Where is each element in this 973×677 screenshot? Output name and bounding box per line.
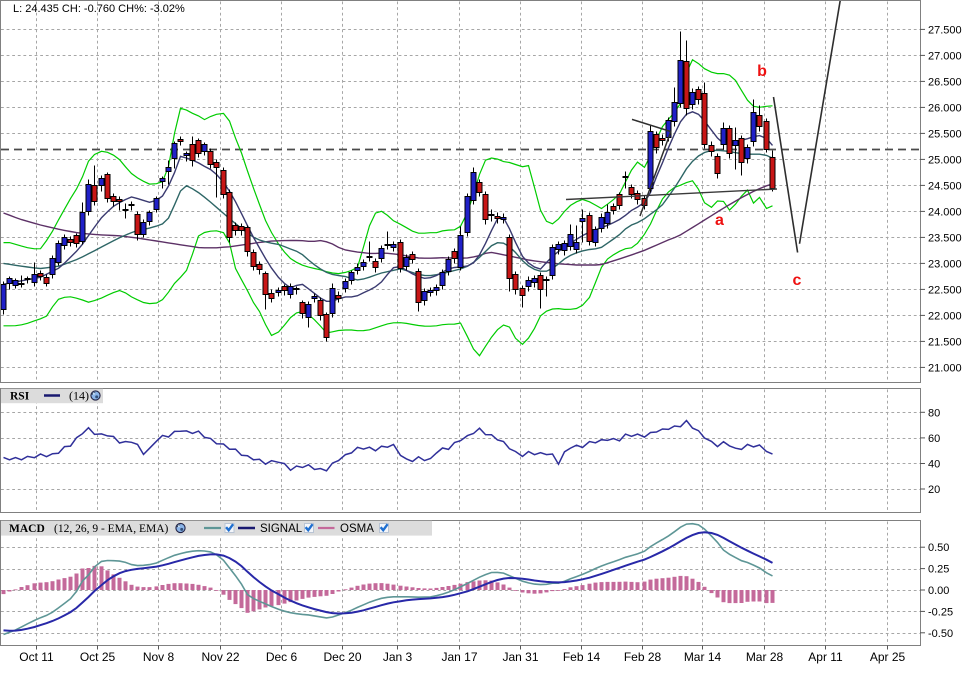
svg-text:Jan 3: Jan 3 xyxy=(383,650,413,664)
svg-text:Dec 6: Dec 6 xyxy=(266,650,298,664)
svg-text:27.000: 27.000 xyxy=(928,50,962,62)
svg-text:20: 20 xyxy=(928,484,940,496)
svg-text:SIGNAL: SIGNAL xyxy=(260,523,303,535)
svg-text:OSMA: OSMA xyxy=(340,523,374,535)
svg-text:24.000: 24.000 xyxy=(928,206,962,218)
svg-text:MACD: MACD xyxy=(9,523,45,535)
svg-text:-0.25: -0.25 xyxy=(928,606,953,618)
svg-text:b: b xyxy=(757,63,767,80)
svg-text:0.00: 0.00 xyxy=(928,585,949,597)
svg-text:Oct 25: Oct 25 xyxy=(80,650,116,664)
svg-text:(14): (14) xyxy=(69,389,89,403)
svg-text:Dec 20: Dec 20 xyxy=(323,650,361,664)
svg-text:21.500: 21.500 xyxy=(928,336,962,348)
svg-text:40: 40 xyxy=(928,459,940,471)
svg-text:0.25: 0.25 xyxy=(928,564,949,576)
svg-text:Nov 8: Nov 8 xyxy=(143,650,175,664)
svg-text:23.500: 23.500 xyxy=(928,232,962,244)
svg-text:Jan 17: Jan 17 xyxy=(441,650,477,664)
svg-text:Mar 14: Mar 14 xyxy=(684,650,722,664)
svg-text:Oct 11: Oct 11 xyxy=(19,650,54,664)
svg-text:Apr 11: Apr 11 xyxy=(808,650,843,664)
svg-text:60: 60 xyxy=(928,433,940,445)
svg-text:24.500: 24.500 xyxy=(928,180,962,192)
svg-text:RSI: RSI xyxy=(10,391,30,403)
svg-text:0.50: 0.50 xyxy=(928,542,949,554)
svg-text:23.000: 23.000 xyxy=(928,258,962,270)
svg-text:Mar 28: Mar 28 xyxy=(746,650,784,664)
svg-text:Jan 31: Jan 31 xyxy=(502,650,538,664)
svg-text:a: a xyxy=(715,212,724,229)
svg-text:Feb 28: Feb 28 xyxy=(624,650,662,664)
svg-text:(12, 26, 9 - EMA, EMA): (12, 26, 9 - EMA, EMA) xyxy=(54,523,169,535)
svg-text:80: 80 xyxy=(928,407,940,419)
svg-text:c: c xyxy=(793,272,802,289)
svg-text:26.000: 26.000 xyxy=(928,102,962,114)
svg-text:L: 24.435 CH: -0.760 CH%: -3.0: L: 24.435 CH: -0.760 CH%: -3.02% xyxy=(13,3,185,15)
svg-text:-0.50: -0.50 xyxy=(928,628,953,640)
svg-text:26.500: 26.500 xyxy=(928,76,962,88)
svg-text:22.000: 22.000 xyxy=(928,310,962,322)
svg-text:Feb 14: Feb 14 xyxy=(563,650,601,664)
svg-text:Apr 25: Apr 25 xyxy=(870,650,906,664)
svg-text:27.500: 27.500 xyxy=(928,24,962,36)
svg-text:21.000: 21.000 xyxy=(928,362,962,374)
svg-text:25.000: 25.000 xyxy=(928,154,962,166)
svg-text:22.500: 22.500 xyxy=(928,284,962,296)
svg-text:25.500: 25.500 xyxy=(928,128,962,140)
svg-text:Nov 22: Nov 22 xyxy=(201,650,239,664)
